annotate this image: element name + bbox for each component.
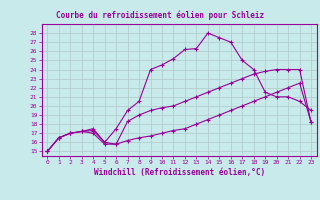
Text: Courbe du refroidissement éolien pour Schleiz: Courbe du refroidissement éolien pour Sc… <box>56 10 264 20</box>
X-axis label: Windchill (Refroidissement éolien,°C): Windchill (Refroidissement éolien,°C) <box>94 168 265 177</box>
